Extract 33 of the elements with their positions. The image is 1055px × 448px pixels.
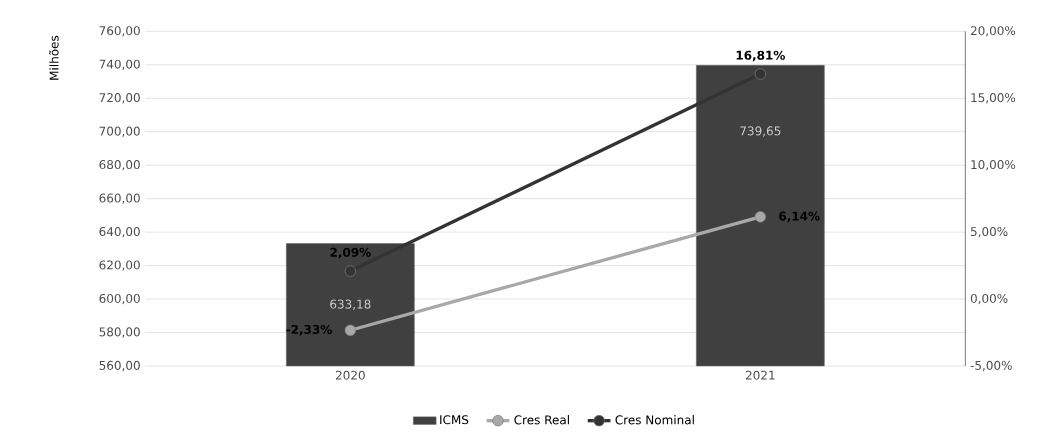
data-label: 633,18 [330, 299, 371, 310]
legend-label: Cres Nominal [615, 415, 694, 425]
y2-tick-label: 0,00% [970, 293, 1008, 305]
y2-tick-label: 10,00% [971, 160, 1016, 171]
y-axis-title: Milhões [49, 35, 59, 80]
y2-tick-label: -5,00% [970, 360, 1012, 372]
y-tick-label: 680,00 [99, 160, 140, 171]
y-tick-label: 560,00 [99, 360, 140, 372]
data-label: -2,33% [286, 324, 332, 336]
legend-label: ICMS [440, 415, 469, 425]
y-tick-label: 600,00 [99, 293, 140, 305]
y-tick-label: 740,00 [99, 59, 140, 70]
y2-tick-label: 5,00% [970, 226, 1008, 238]
y-tick-label: 620,00 [99, 260, 140, 271]
data-label: 739,65 [740, 126, 781, 137]
data-label: 16,81% [736, 50, 785, 62]
legend-label: Cres Real [514, 415, 569, 425]
point [754, 211, 767, 223]
y-tick-label: 640,00 [99, 226, 140, 238]
data-label: 2,09% [330, 247, 371, 259]
point [344, 265, 357, 277]
y-tick-label: 660,00 [99, 193, 140, 204]
y2-tick-label: 20,00% [970, 26, 1016, 37]
x-tick-label: 2020 [335, 370, 365, 380]
y-tick-label: 760,00 [99, 26, 140, 37]
y-tick-label: 720,00 [99, 93, 140, 104]
x-tick-label: 2021 [745, 370, 775, 380]
y2-tick-label: 15,00% [971, 93, 1016, 104]
point [754, 68, 767, 80]
point [344, 324, 357, 336]
y-tick-label: 580,00 [99, 327, 140, 338]
data-label: 6,14% [779, 211, 820, 223]
y-tick-label: 700,00 [99, 126, 140, 137]
